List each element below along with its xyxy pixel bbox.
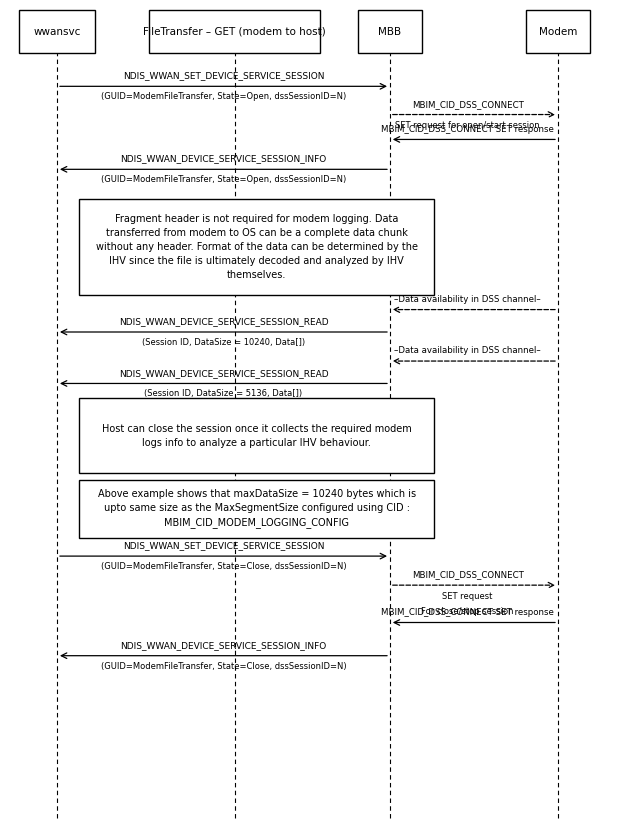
Text: (Session ID, DataSize = 5136, Data[]): (Session ID, DataSize = 5136, Data[]) <box>145 389 302 398</box>
Text: SET request: SET request <box>443 592 493 601</box>
Text: NDIS_WWAN_DEVICE_SERVICE_SESSION_READ: NDIS_WWAN_DEVICE_SERVICE_SESSION_READ <box>119 369 328 378</box>
Text: (Session ID, DataSize = 10240, Data[]): (Session ID, DataSize = 10240, Data[]) <box>142 338 305 347</box>
Text: NDIS_WWAN_SET_DEVICE_SERVICE_SESSION: NDIS_WWAN_SET_DEVICE_SERVICE_SESSION <box>123 71 324 81</box>
Text: MBIM_CID_DSS_CONNECT: MBIM_CID_DSS_CONNECT <box>411 100 524 109</box>
Text: –Data availability in DSS channel–: –Data availability in DSS channel– <box>394 346 541 355</box>
Text: NDIS_WWAN_SET_DEVICE_SERVICE_SESSION: NDIS_WWAN_SET_DEVICE_SERVICE_SESSION <box>123 541 324 550</box>
Text: Host can close the session once it collects the required modem
logs info to anal: Host can close the session once it colle… <box>102 424 411 447</box>
Text: MBIM_CID_DSS_CONNECT SET response: MBIM_CID_DSS_CONNECT SET response <box>381 124 554 134</box>
Text: Modem: Modem <box>539 27 577 37</box>
FancyBboxPatch shape <box>79 398 434 473</box>
Text: –Data availability in DSS channel–: –Data availability in DSS channel– <box>394 295 541 304</box>
FancyBboxPatch shape <box>79 480 434 538</box>
Text: NDIS_WWAN_DEVICE_SERVICE_SESSION_INFO: NDIS_WWAN_DEVICE_SERVICE_SESSION_INFO <box>120 154 327 164</box>
Text: (GUID=ModemFileTransfer, State=Close, dssSessionID=N): (GUID=ModemFileTransfer, State=Close, ds… <box>101 562 346 571</box>
Text: SET request for open/start session: SET request for open/start session <box>395 121 540 130</box>
Text: (GUID=ModemFileTransfer, State=Open, dssSessionID=N): (GUID=ModemFileTransfer, State=Open, dss… <box>101 92 346 101</box>
FancyBboxPatch shape <box>79 199 434 295</box>
Text: MBIM_CID_DSS_CONNECT SET response: MBIM_CID_DSS_CONNECT SET response <box>381 608 554 617</box>
FancyBboxPatch shape <box>149 10 320 53</box>
Text: MBB: MBB <box>378 27 401 37</box>
Text: NDIS_WWAN_DEVICE_SERVICE_SESSION_INFO: NDIS_WWAN_DEVICE_SERVICE_SESSION_INFO <box>120 641 327 650</box>
Text: (GUID=ModemFileTransfer, State=Open, dssSessionID=N): (GUID=ModemFileTransfer, State=Open, dss… <box>101 175 346 184</box>
FancyBboxPatch shape <box>358 10 422 53</box>
Text: Above example shows that maxDataSize = 10240 bytes which is
upto same size as th: Above example shows that maxDataSize = 1… <box>98 490 416 528</box>
Text: For close/stop session: For close/stop session <box>422 607 514 616</box>
FancyBboxPatch shape <box>526 10 590 53</box>
Text: wwansvc: wwansvc <box>34 27 81 37</box>
Text: Fragment header is not required for modem logging. Data
transferred from modem t: Fragment header is not required for mode… <box>96 214 418 280</box>
FancyBboxPatch shape <box>19 10 95 53</box>
Text: (GUID=ModemFileTransfer, State=Close, dssSessionID=N): (GUID=ModemFileTransfer, State=Close, ds… <box>101 662 346 671</box>
Text: MBIM_CID_DSS_CONNECT: MBIM_CID_DSS_CONNECT <box>411 570 524 579</box>
Text: NDIS_WWAN_DEVICE_SERVICE_SESSION_READ: NDIS_WWAN_DEVICE_SERVICE_SESSION_READ <box>119 317 328 326</box>
Text: FileTransfer – GET (modem to host): FileTransfer – GET (modem to host) <box>143 27 326 37</box>
